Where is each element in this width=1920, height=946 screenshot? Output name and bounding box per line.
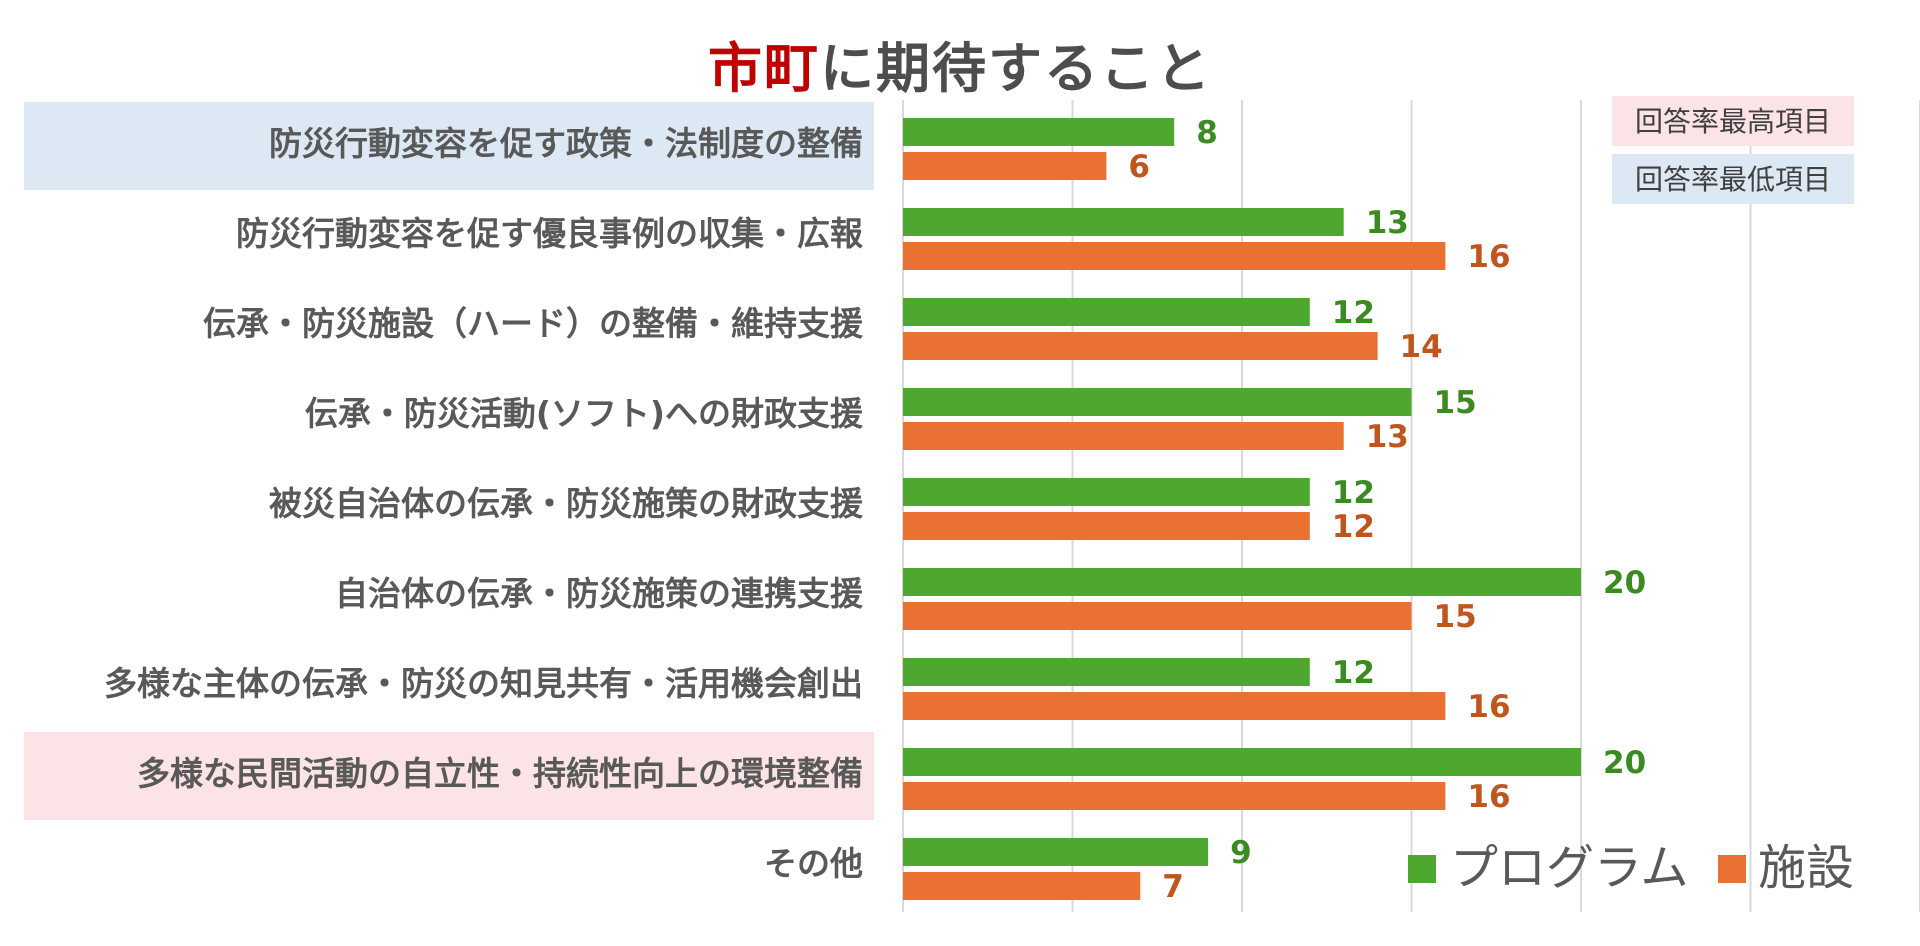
value-label-facility: 16 (1467, 779, 1510, 815)
value-label-facility: 12 (1332, 509, 1375, 545)
value-label-facility: 7 (1162, 869, 1184, 905)
bar-program (903, 478, 1310, 506)
bar-facility (903, 692, 1446, 720)
chart-title-accent: 市町 (708, 37, 820, 100)
bar-facility (903, 242, 1446, 270)
highest-legend-box (1612, 96, 1854, 146)
value-label-facility: 13 (1366, 419, 1409, 455)
category-label: 防災行動変容を促す優良事例の収集・広報 (236, 214, 863, 253)
highest-legend-label: 回答率最高項目 (1635, 105, 1831, 138)
bar-program (903, 748, 1581, 776)
legend-facility-swatch (1718, 855, 1746, 883)
bar-facility (903, 422, 1344, 450)
bar-program (903, 118, 1175, 146)
bar-facility (903, 872, 1141, 900)
category-label: 被災自治体の伝承・防災施策の財政支援 (269, 484, 864, 523)
category-label: 多様な主体の伝承・防災の知見共有・活用機会創出 (104, 664, 863, 703)
lowest-legend-box (1612, 154, 1854, 204)
value-label-program: 8 (1196, 115, 1218, 151)
category-label: 自治体の伝承・防災施策の連携支援 (335, 574, 864, 613)
value-label-facility: 6 (1128, 149, 1150, 185)
chart-title-rest: に期待すること (820, 37, 1212, 100)
value-label-facility: 16 (1467, 239, 1510, 275)
chart-title: 市町に期待すること (0, 24, 1920, 103)
bar-facility (903, 782, 1446, 810)
category-label: 防災行動変容を促す政策・法制度の整備 (269, 124, 863, 163)
value-label-facility: 14 (1400, 329, 1443, 365)
category-label: 伝承・防災施設（ハード）の整備・維持支援 (203, 304, 864, 343)
category-label: その他 (764, 844, 863, 883)
value-label-program: 20 (1603, 565, 1646, 601)
bar-program (903, 388, 1412, 416)
value-label-program: 12 (1332, 475, 1375, 511)
bar-program (903, 658, 1310, 686)
value-label-program: 12 (1332, 295, 1375, 331)
legend-program-swatch (1408, 855, 1436, 883)
value-label-program: 15 (1434, 385, 1477, 421)
value-label-program: 9 (1230, 835, 1252, 871)
value-label-program: 12 (1332, 655, 1375, 691)
highest-highlight-band (24, 732, 874, 820)
value-label-facility: 15 (1434, 599, 1477, 635)
category-label: 伝承・防災活動(ソフト)への財政支援 (305, 394, 864, 433)
value-label-program: 20 (1603, 745, 1646, 781)
bar-facility (903, 152, 1107, 180)
lowest-highlight-band (24, 102, 874, 190)
category-label: 多様な民間活動の自立性・持続性向上の環境整備 (137, 754, 863, 793)
lowest-legend-label: 回答率最低項目 (1635, 163, 1831, 196)
bar-program (903, 208, 1344, 236)
legend-facility-label: 施設 (1758, 840, 1854, 896)
bar-program (903, 298, 1310, 326)
value-label-facility: 16 (1467, 689, 1510, 725)
bar-facility (903, 602, 1412, 630)
bar-facility (903, 332, 1378, 360)
legend-program-label: プログラム (1450, 840, 1689, 896)
bar-program (903, 568, 1581, 596)
value-label-program: 13 (1366, 205, 1409, 241)
bar-program (903, 838, 1209, 866)
bar-facility (903, 512, 1310, 540)
